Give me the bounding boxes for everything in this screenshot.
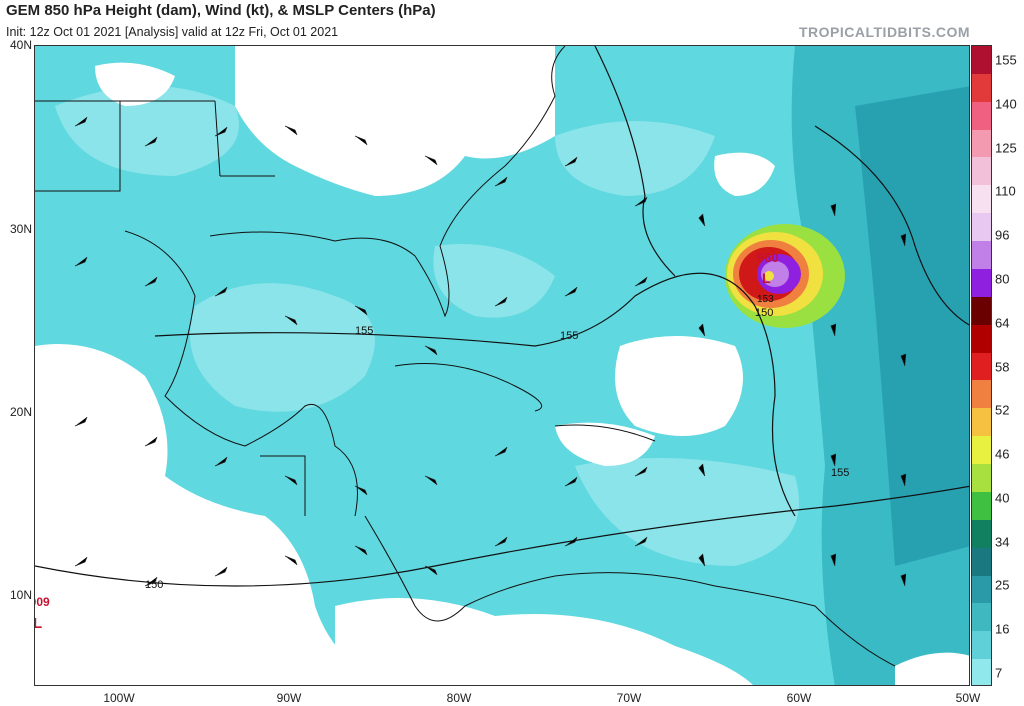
lat-label-20n: 20N	[9, 405, 32, 419]
lon-label-60w: 60W	[786, 691, 812, 705]
lat-label-40n: 40N	[9, 38, 32, 52]
colorbar-segment	[972, 436, 991, 466]
colorbar-segment	[972, 352, 991, 382]
wind-colorbar	[971, 45, 992, 686]
colorbar-label: 80	[995, 271, 1010, 287]
colorbar-segment	[972, 380, 991, 410]
colorbar-label: 140	[995, 96, 1017, 112]
lon-label-70w: 70W	[616, 691, 642, 705]
colorbar-segment	[972, 46, 991, 75]
lat-label-10n: 10N	[9, 588, 32, 602]
colorbar-segment	[972, 659, 991, 685]
colorbar-label: 16	[995, 621, 1010, 637]
colorbar-segment	[972, 491, 991, 521]
contour-label-155-east: 155	[831, 467, 849, 479]
low-center-960-symbol: L	[762, 270, 771, 286]
colorbar-label: 34	[995, 534, 1010, 550]
colorbar-label: 25	[995, 577, 1010, 593]
hurricane-wind-core	[725, 224, 845, 328]
init-valid-subtitle: Init: 12z Oct 01 2021 [Analysis] valid a…	[6, 25, 339, 39]
contour-label-155-gulf: 155	[355, 325, 373, 337]
colorbar-segment	[972, 268, 991, 298]
low-center-1009-value: 1009	[35, 595, 50, 609]
colorbar-label: 40	[995, 490, 1010, 506]
colorbar-segment	[972, 324, 991, 354]
colorbar-label: 58	[995, 359, 1010, 374]
colorbar-segment	[972, 101, 991, 131]
colorbar-segment	[972, 241, 991, 270]
site-credit: TROPICALTIDBITS.COM	[798, 24, 970, 40]
colorbar-label: 155	[995, 52, 1017, 68]
colorbar-segment	[972, 129, 991, 159]
colorbar-label: 125	[995, 140, 1017, 156]
colorbar-label: 46	[995, 446, 1010, 462]
contour-label-153-storm: 153	[757, 294, 774, 305]
colorbar-segment	[972, 547, 991, 577]
contour-label-150-storm: 150	[755, 307, 773, 319]
lon-label-80w: 80W	[446, 691, 472, 705]
colorbar-label: 110	[995, 183, 1016, 199]
low-center-960-value: 960	[757, 250, 779, 265]
colorbar-segment	[972, 73, 991, 103]
lon-label-50w: 50W	[955, 691, 981, 705]
strong-wind-region	[855, 86, 969, 566]
colorbar-segment	[972, 213, 991, 243]
wind-barbs	[74, 116, 907, 587]
lon-label-100w: 100W	[103, 691, 135, 705]
colorbar-label: 7	[995, 665, 1003, 681]
colorbar-segment	[972, 603, 991, 633]
colorbar-segment	[972, 157, 991, 187]
weather-map: 155 155 155 150 150 153 960 L 1009 L	[34, 45, 970, 686]
height-contours	[35, 46, 969, 587]
colorbar-segment	[972, 185, 991, 215]
lat-label-30n: 30N	[9, 222, 32, 236]
colorbar-segment	[972, 296, 991, 326]
colorbar-segment	[972, 575, 991, 605]
colorbar-segment	[972, 631, 991, 661]
lon-label-90w: 90W	[276, 691, 302, 705]
calm-areas	[35, 46, 969, 685]
contour-label-155-bahamas: 155	[560, 330, 578, 342]
map-title: GEM 850 hPa Height (dam), Wind (kt), & M…	[6, 2, 436, 19]
colorbar-label: 64	[995, 315, 1010, 331]
borders	[35, 100, 306, 516]
colorbar-segment	[972, 408, 991, 438]
map-canvas: 155 155 155 150 150 153 960 L 1009 L	[35, 46, 969, 685]
colorbar-label: 52	[995, 402, 1010, 418]
contour-label-150-pacific: 150	[145, 579, 163, 591]
coastlines	[124, 46, 896, 667]
colorbar-segment	[972, 519, 991, 549]
colorbar-segment	[972, 464, 991, 493]
low-center-1009-symbol: L	[35, 615, 42, 632]
low-wind-patches	[55, 86, 799, 566]
colorbar-label: 96	[995, 227, 1010, 243]
